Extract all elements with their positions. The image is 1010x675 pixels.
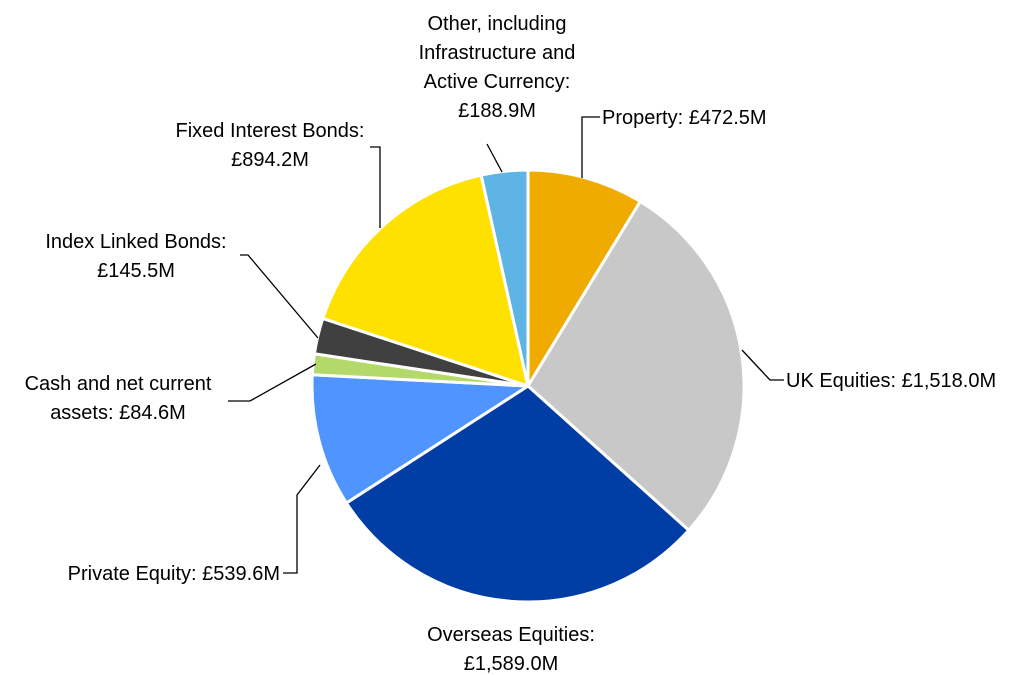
slice-label-line: Private Equity: £539.6M [68, 563, 280, 585]
slice-label-property: Property: £472.5M [602, 107, 767, 129]
leader-line-property [581, 116, 600, 178]
slice-label-line: Overseas Equities: [427, 624, 595, 646]
pie-slice-overseas-equities [344, 384, 691, 604]
slice-label-overseas-equities: Overseas Equities: £1,589.0M [427, 624, 595, 675]
slice-label-line: UK Equities: £1,518.0M [786, 370, 996, 392]
slice-labels: Property: £472.5M UK Equities: £1,518.0M O… [25, 13, 997, 675]
leader-line-uk-equities [741, 349, 784, 381]
slice-label-line: Cash and net current [25, 373, 212, 395]
slice-label-index-linked-bonds: Index Linked Bonds: £145.5M [45, 231, 226, 282]
slice-label-private-equity: Private Equity: £539.6M [68, 563, 280, 585]
pie-slice-private-equity [310, 373, 530, 505]
leader-line-other [486, 143, 503, 173]
pie-slices [310, 168, 746, 604]
slice-label-line: £145.5M [97, 260, 175, 282]
leader-lines [228, 116, 784, 574]
slice-label-line: Property: £472.5M [602, 107, 767, 129]
slice-label-line: £1,589.0M [464, 653, 559, 675]
pie-slice-property [526, 168, 642, 388]
slice-label-line: Index Linked Bonds: [45, 231, 226, 253]
slice-label-line: £894.2M [231, 149, 309, 171]
leader-line-fixed-interest-bonds [370, 146, 381, 228]
slice-label-line: assets: £84.6M [50, 402, 186, 424]
slice-label-cash: Cash and net current assets: £84.6M [25, 373, 212, 424]
slice-label-line: Other, including [428, 13, 567, 35]
slice-label-other: Other, including Infrastructure and Active… [419, 13, 576, 122]
pie-slice-fixed-interest-bonds [321, 173, 530, 388]
slice-label-fixed-interest-bonds: Fixed Interest Bonds: £894.2M [176, 120, 365, 171]
pie-slice-other [479, 168, 530, 388]
leader-line-index-linked-bonds [240, 254, 319, 339]
leader-line-private-equity [283, 464, 321, 574]
slice-label-line: Fixed Interest Bonds: [176, 120, 365, 142]
slice-label-line: Infrastructure and [419, 42, 576, 64]
slice-label-line: £188.9M [458, 100, 536, 122]
slice-label-line: Active Currency: [424, 71, 571, 93]
pie-slice-uk-equities [526, 199, 746, 532]
leader-line-cash [228, 363, 317, 402]
slice-label-uk-equities: UK Equities: £1,518.0M [786, 370, 996, 392]
